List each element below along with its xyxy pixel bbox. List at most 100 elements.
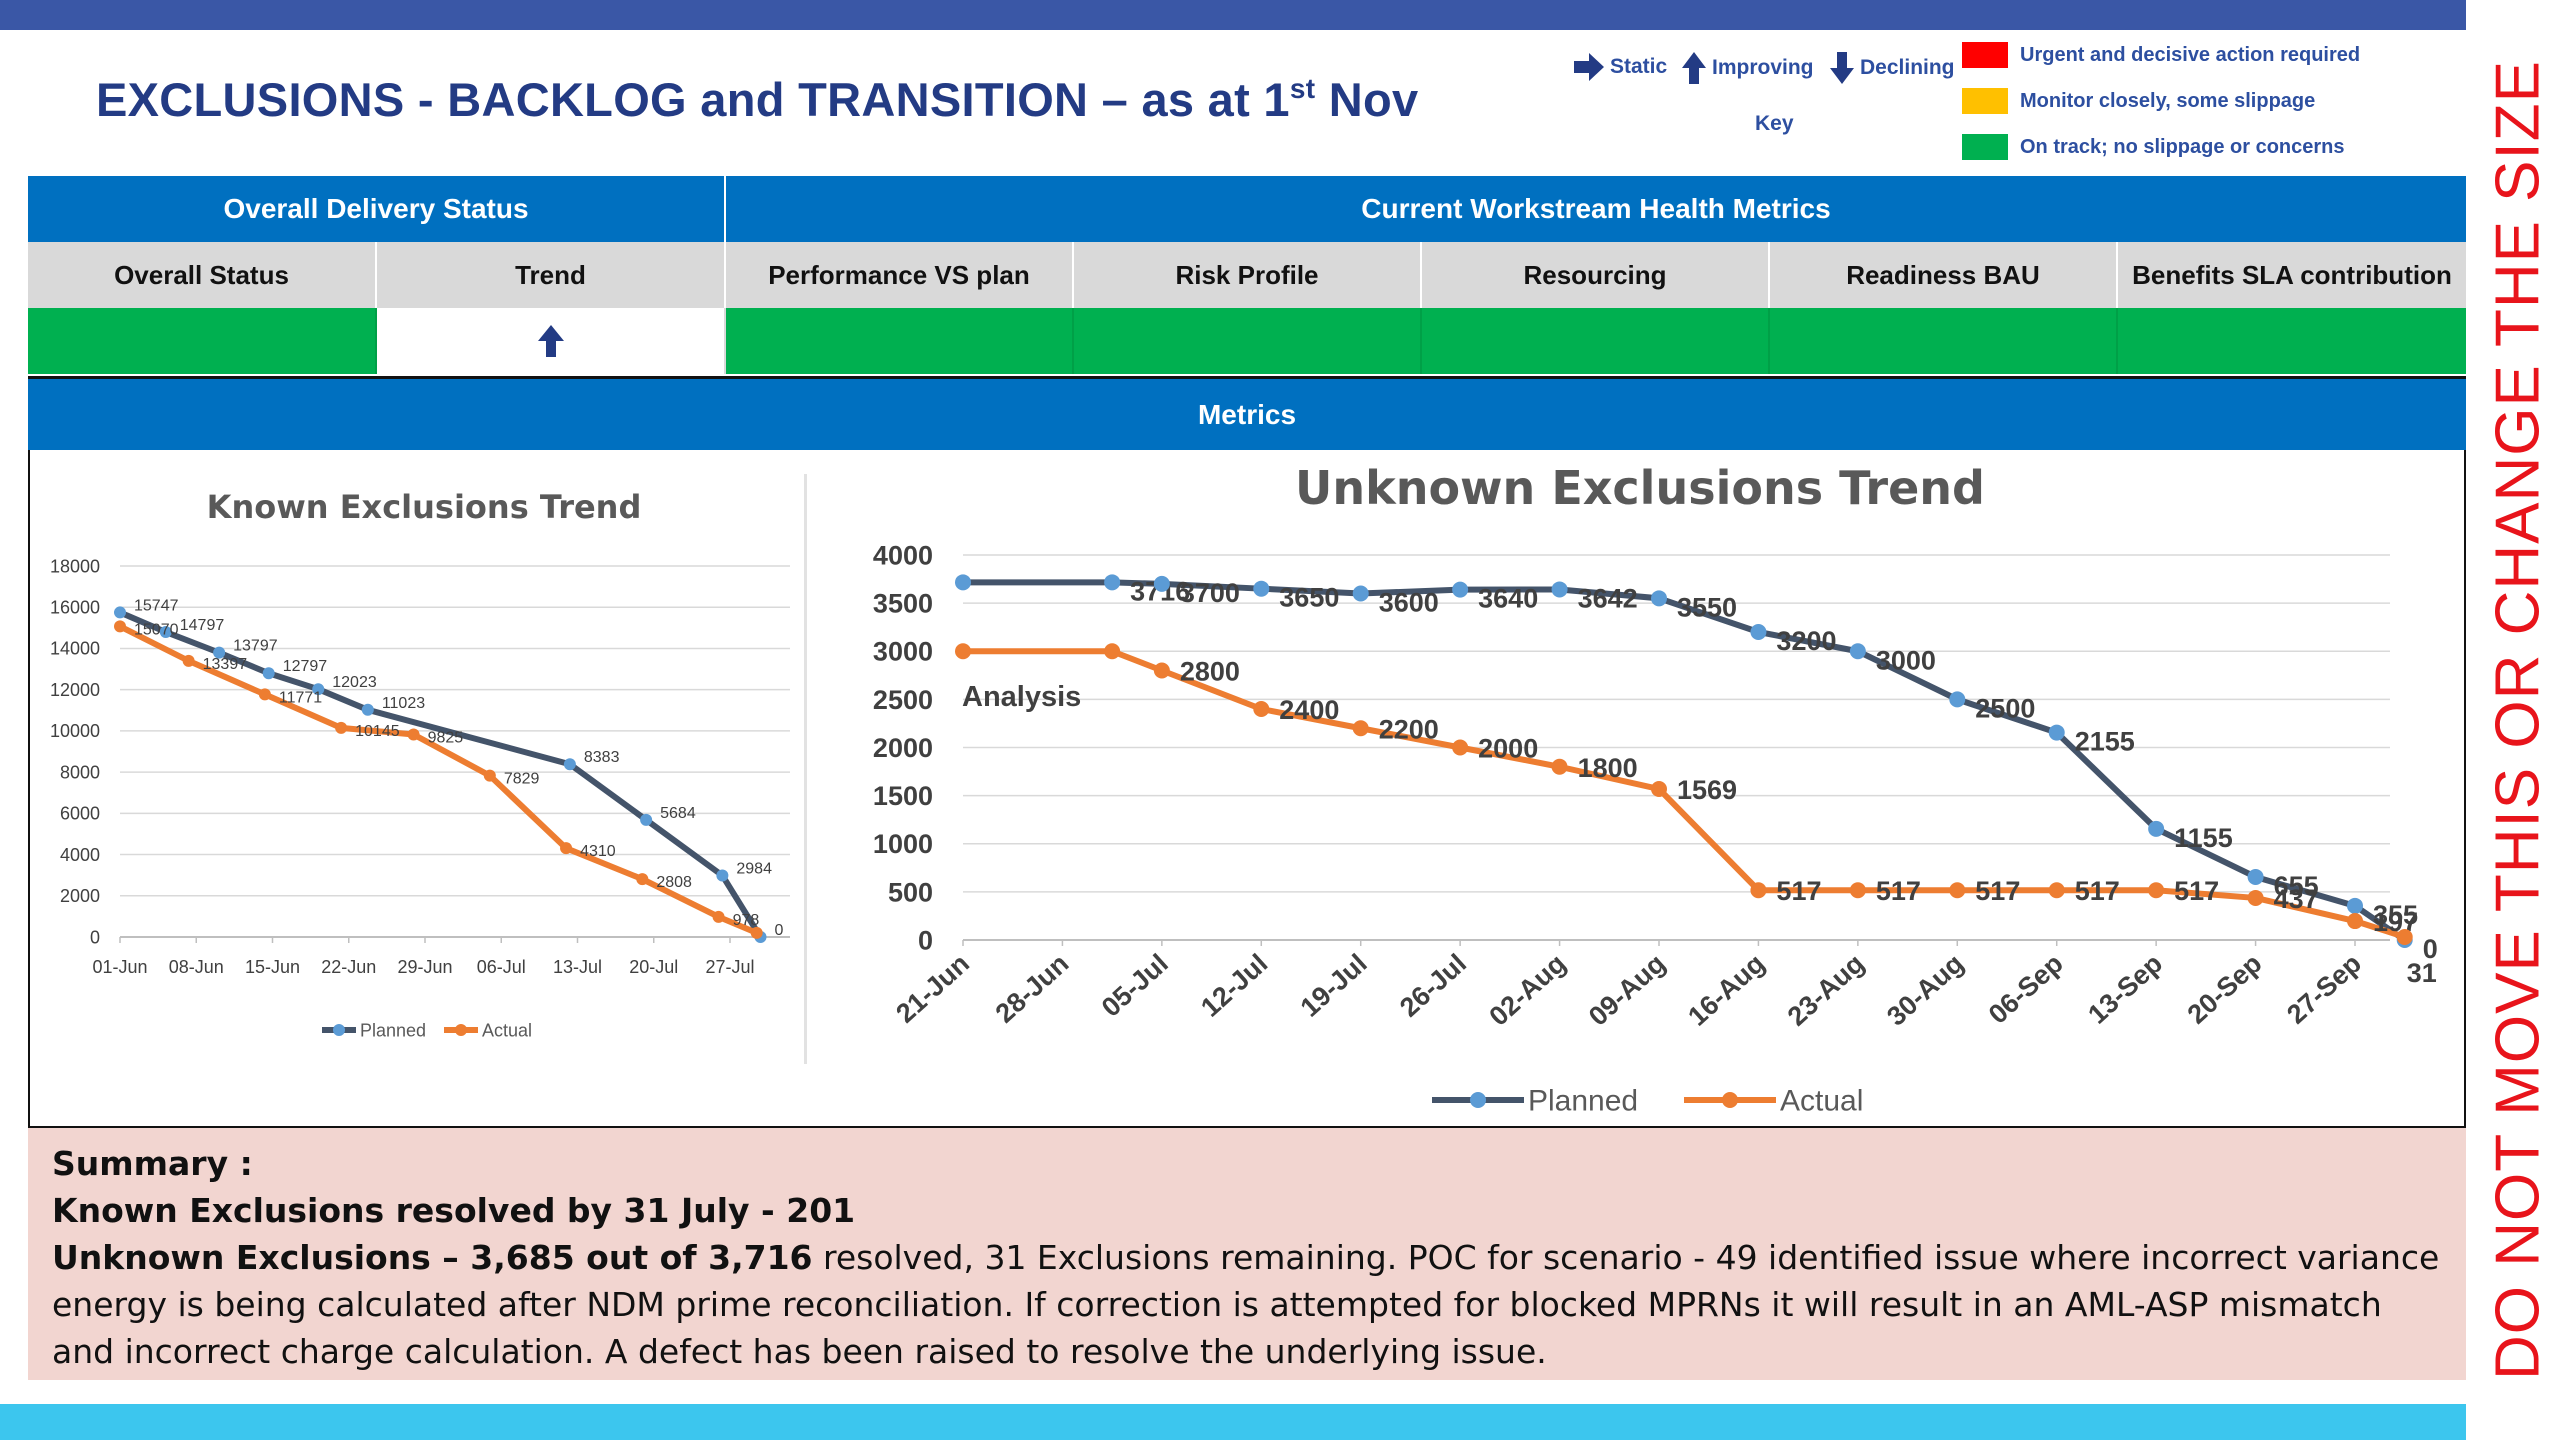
col-resourcing: Resourcing: [1422, 242, 1770, 308]
planned-data-label: 355: [2373, 900, 2418, 930]
x-tick-label: 05-Jul: [1096, 948, 1174, 1023]
actual-point: [1104, 643, 1121, 660]
actual-data-label: 517: [1876, 876, 1921, 906]
side-note: DO NOT MOVE THIS OR CHANGE THE SIZE: [2476, 0, 2560, 1440]
actual-data-label: 437: [2274, 884, 2319, 914]
col-overall-status: Overall Status: [28, 242, 377, 308]
summary-known: Known Exclusions resolved by 31 July - 2…: [52, 1191, 856, 1230]
planned-legend-marker: [333, 1024, 345, 1036]
planned-series-line: [118, 609, 764, 939]
summary-unknown-text: resolved, 31 Exclusions remaining. POC f…: [52, 1238, 2440, 1371]
y-tick-label: 1000: [873, 829, 933, 859]
planned-data-label: 3700: [1180, 578, 1240, 608]
actual-legend-marker: [455, 1024, 467, 1036]
planned-point: [361, 703, 374, 716]
y-tick-label: 14000: [50, 639, 100, 659]
planned-data-label: 14797: [180, 617, 225, 634]
x-tick-label: 26-Jul: [1394, 948, 1472, 1023]
planned-data-label: 655: [2274, 871, 2319, 901]
actual-point: [182, 654, 195, 667]
unknown-exclusions-chart: Unknown Exclusions Trend 0 500 1000 1500 2000…: [873, 461, 2438, 1118]
planned-point: [1153, 575, 1170, 592]
actual-data-label: 517: [2174, 876, 2219, 906]
actual-point: [1452, 739, 1469, 756]
y-tick-label: 3000: [873, 637, 933, 667]
actual-data-label: 10145: [355, 723, 400, 740]
planned-data-label: 3650: [1279, 583, 1339, 613]
y-tick-label: 2000: [60, 886, 100, 906]
bottom-accent-bar: [0, 1404, 2466, 1440]
actual-data-label: 517: [2075, 876, 2120, 906]
y-tick-label: 18000: [50, 556, 100, 576]
x-tick-label: 27-Jul: [705, 957, 754, 977]
planned-point: [159, 626, 172, 639]
planned-point: [563, 758, 576, 771]
y-tick-label: 8000: [60, 762, 100, 782]
actual-point: [2347, 913, 2363, 930]
planned-point: [114, 606, 126, 619]
summary-unknown-bold: Unknown Exclusions – 3,685 out of 3,716: [52, 1238, 813, 1277]
planned-data-label: 5684: [660, 805, 696, 822]
x-tick-label: 30-Aug: [1881, 948, 1969, 1032]
actual-point: [2247, 889, 2264, 906]
trend-value: [377, 308, 726, 374]
known-exclusions-chart: Known Exclusions Trend 0 2000 4000 6000 8000 1…: [50, 488, 790, 1040]
actual-point: [1153, 662, 1170, 679]
planned-data-label: 0: [2423, 934, 2438, 964]
planned-data-label: 8383: [584, 749, 620, 766]
actual-data-label: 7829: [504, 771, 540, 788]
planned-data-label: 2500: [1975, 693, 2035, 723]
summary-panel: Summary : Known Exclusions resolved by 3…: [28, 1128, 2466, 1380]
x-tick-label: 13-Jul: [553, 957, 602, 977]
planned-legend-label: Planned: [1528, 1085, 1638, 1118]
planned-point: [1651, 590, 1667, 607]
planned-data-label: 12023: [332, 674, 377, 691]
planned-point: [262, 667, 275, 680]
overall-status-value: [28, 308, 377, 374]
planned-point: [640, 813, 653, 826]
actual-data-label: 13397: [203, 656, 248, 673]
planned-point: [213, 646, 226, 659]
legend-amber: Monitor closely, some slippage: [1962, 88, 2315, 114]
x-tick-label: 27-Sep: [2281, 948, 2367, 1030]
up-arrow-icon: [537, 325, 564, 357]
actual-data-label: 1800: [1578, 753, 1638, 783]
y-tick-label: 4000: [873, 540, 933, 570]
planned-data-label: 3640: [1478, 584, 1538, 614]
actual-point: [114, 620, 126, 633]
y-tick-label: 12000: [50, 680, 100, 700]
actual-series-line: [118, 623, 758, 936]
actual-point: [1949, 882, 1966, 899]
amber-swatch: [1962, 88, 2008, 114]
actual-data-label: 9825: [428, 729, 464, 746]
actual-legend-label: Actual: [1780, 1085, 1863, 1118]
y-tick-label: 6000: [60, 804, 100, 824]
planned-data-label: 1155: [2174, 823, 2233, 853]
key-declining: Declining: [1828, 50, 1955, 86]
col-benefits-sla: Benefits SLA contribution: [2118, 242, 2466, 308]
planned-point: [1352, 585, 1369, 602]
chart-divider: [804, 474, 807, 1064]
metrics-panel: [28, 376, 2466, 1128]
x-tick-label: 08-Jun: [169, 957, 224, 977]
planned-point: [955, 574, 971, 591]
col-performance: Performance VS plan: [726, 242, 1074, 308]
planned-data-label: 13797: [233, 638, 278, 655]
actual-point: [636, 873, 649, 886]
status-table: Overall Delivery Status Current Workstre…: [28, 176, 2466, 374]
planned-data-label: 3200: [1776, 626, 1836, 656]
actual-point: [1651, 780, 1667, 797]
planned-point: [716, 869, 729, 882]
y-tick-label: 3500: [873, 589, 933, 619]
actual-point: [2148, 882, 2165, 899]
actual-data-label: 517: [1975, 876, 2020, 906]
planned-point: [1253, 580, 1270, 597]
chart-title: Unknown Exclusions Trend: [1295, 461, 1985, 515]
top-accent-bar: [0, 0, 2466, 30]
performance-value: [726, 308, 1074, 374]
actual-point: [407, 728, 420, 741]
planned-point: [1104, 574, 1121, 591]
actual-point: [2396, 929, 2413, 946]
actual-data-label: 15070: [134, 621, 179, 638]
chart-title: Known Exclusions Trend: [207, 488, 642, 526]
